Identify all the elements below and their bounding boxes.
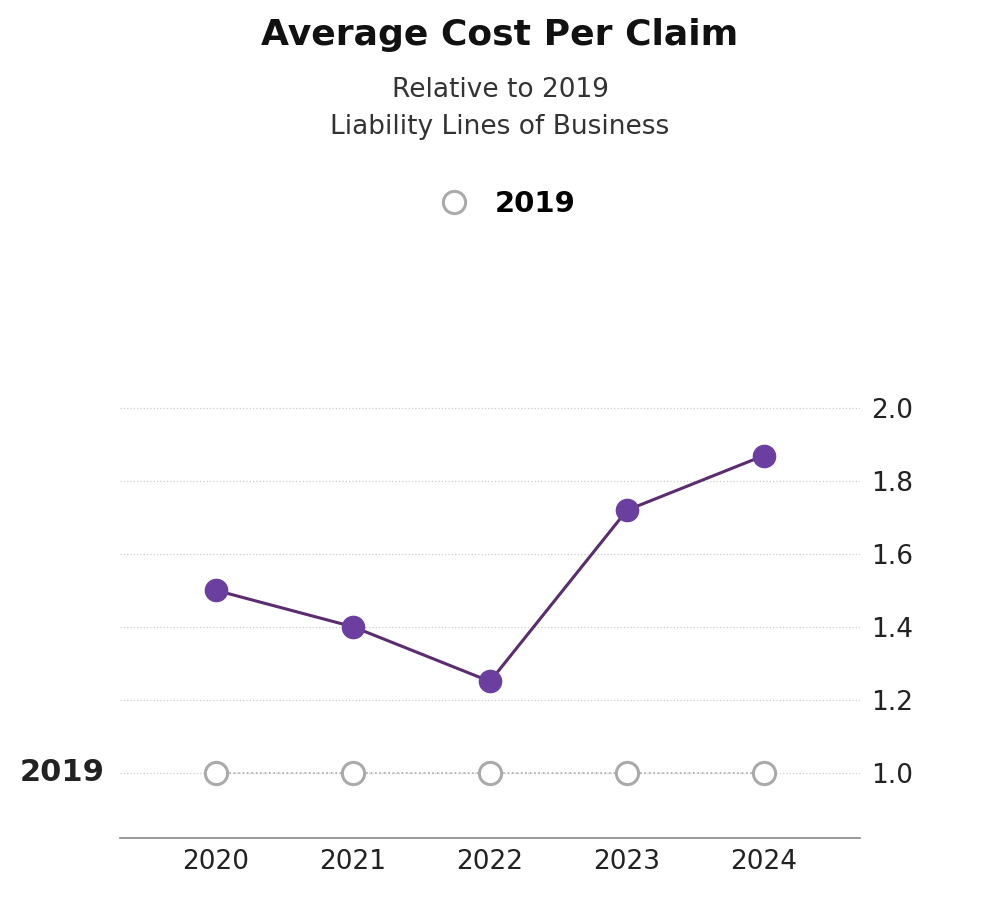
Text: Liability Lines of Business: Liability Lines of Business — [330, 114, 670, 140]
Legend: 2019: 2019 — [413, 179, 587, 230]
Text: Relative to 2019: Relative to 2019 — [392, 77, 608, 104]
Text: 2019: 2019 — [20, 758, 105, 787]
Text: Average Cost Per Claim: Average Cost Per Claim — [261, 18, 739, 52]
